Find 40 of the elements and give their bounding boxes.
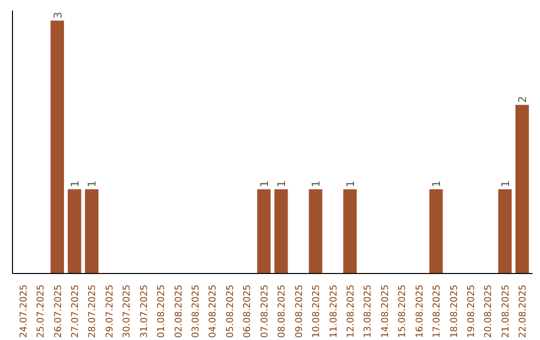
data-label: 1	[258, 180, 271, 188]
data-label: 2	[516, 96, 530, 103]
x-tick-label: 11.08.2025	[328, 284, 340, 338]
data-label: 1	[275, 180, 288, 188]
x-tick-label: 12.08.2025	[345, 284, 356, 338]
x-tick-label: 15.08.2025	[397, 284, 408, 338]
data-label: 1	[68, 180, 82, 188]
x-tick-label: 25.07.2025	[36, 284, 47, 338]
x-tick-label: 14.08.2025	[380, 284, 391, 338]
x-tick-label: 13.08.2025	[362, 284, 374, 338]
x-tick-label: 06.08.2025	[242, 284, 254, 338]
x-tick-label: 16.08.2025	[414, 284, 426, 338]
data-label: 1	[344, 180, 357, 188]
x-tick-label: 02.08.2025	[173, 284, 184, 338]
x-tick-label: 07.08.2025	[259, 284, 270, 338]
data-label: 3	[51, 12, 64, 19]
x-tick-label: 26.07.2025	[52, 284, 64, 338]
x-tick-label: 09.08.2025	[294, 284, 305, 338]
x-tick-label: 21.08.2025	[500, 284, 512, 338]
x-tick-label: 24.07.2025	[18, 284, 30, 338]
x-tick-label: 04.08.2025	[208, 284, 219, 338]
x-tick-label: 01.08.2025	[156, 284, 168, 338]
x-tick-label: 03.08.2025	[190, 284, 202, 338]
data-label: 1	[498, 180, 512, 188]
data-label: 1	[86, 180, 99, 188]
x-tick-label: 19.08.2025	[466, 284, 478, 338]
x-tick-label: 28.07.2025	[87, 284, 98, 338]
x-tick-label: 31.07.2025	[138, 284, 150, 338]
x-tick-label: 18.08.2025	[448, 284, 460, 338]
data-label: 1	[310, 180, 323, 188]
x-tick-label: 05.08.2025	[224, 284, 236, 338]
data-label: 1	[430, 180, 444, 188]
x-tick-label: 27.07.2025	[70, 284, 81, 338]
x-tick-label: 17.08.2025	[432, 284, 443, 338]
x-tick-label: 20.08.2025	[483, 284, 494, 338]
x-tick-label: 29.07.2025	[104, 284, 116, 338]
x-tick-label: 30.07.2025	[122, 284, 133, 338]
x-tick-label: 22.08.2025	[518, 284, 529, 338]
x-tick-label: 08.08.2025	[276, 284, 288, 338]
x-tick-label: 10.08.2025	[311, 284, 322, 338]
